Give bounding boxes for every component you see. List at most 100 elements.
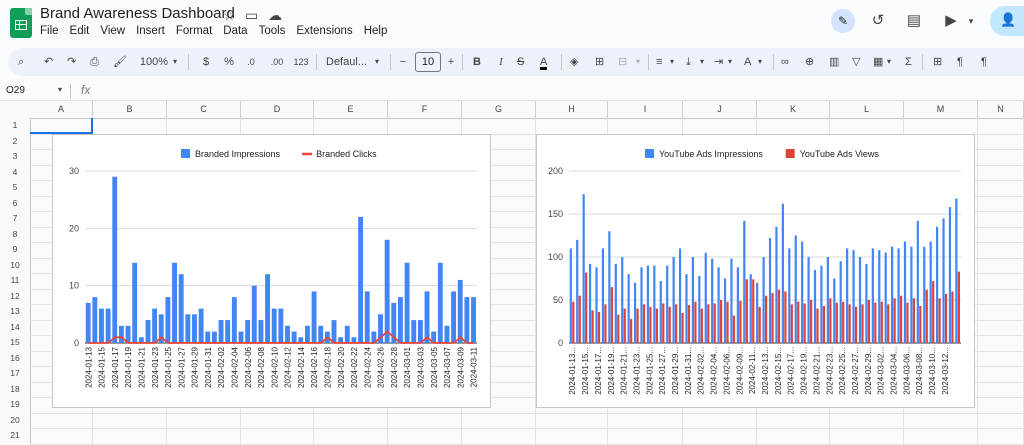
menu-help[interactable]: Help: [363, 25, 388, 37]
chevron-down-icon[interactable]: ▾: [58, 85, 63, 94]
cloud-status-icon[interactable]: ☁: [268, 7, 282, 23]
text-rotation-icon[interactable]: A: [744, 56, 752, 68]
legend-entry[interactable]: Branded Clicks: [302, 149, 377, 159]
selected-cell[interactable]: [30, 118, 93, 134]
merge-cells-icon[interactable]: ⊟: [618, 56, 628, 68]
column-header-f[interactable]: F: [388, 101, 462, 118]
strikethrough-icon[interactable]: S: [517, 56, 525, 68]
increase-decimal-button[interactable]: .00: [270, 57, 284, 67]
legend-entry[interactable]: Branded Impressions: [181, 149, 281, 159]
decrease-decimal-button[interactable]: .0: [247, 57, 255, 67]
legend-entry[interactable]: YouTube Ads Views: [785, 149, 880, 159]
column-header-b[interactable]: B: [93, 101, 167, 118]
functions-icon[interactable]: Σ: [905, 56, 912, 68]
italic-button[interactable]: I: [499, 56, 503, 68]
menu-data[interactable]: Data: [223, 25, 248, 37]
row-header-20[interactable]: 20: [10, 414, 20, 425]
youtube-chart[interactable]: YouTube Ads Impressions YouTube Ads Views…: [536, 134, 975, 408]
ltr-icon[interactable]: ¶: [957, 56, 963, 68]
menu-extensions[interactable]: Extensions: [296, 25, 353, 37]
redo-icon[interactable]: ↷: [67, 56, 77, 68]
vertical-align-icon[interactable]: ⤓: [686, 56, 691, 68]
font-select[interactable]: Defaul...: [326, 56, 367, 68]
row-header-19[interactable]: 19: [10, 399, 20, 409]
move-folder-icon[interactable]: ▭: [245, 7, 259, 23]
row-header-21[interactable]: 21: [10, 430, 20, 440]
menu-edit[interactable]: Edit: [69, 25, 90, 37]
name-box[interactable]: O29: [6, 85, 25, 96]
row-header-2[interactable]: 2: [12, 135, 18, 146]
menu-tools[interactable]: Tools: [258, 25, 286, 37]
chevron-down-icon[interactable]: ▾: [700, 57, 705, 66]
menu-view[interactable]: View: [100, 25, 126, 37]
row-header-12[interactable]: 12: [10, 290, 20, 301]
freeze-icon[interactable]: ⊞: [933, 56, 943, 68]
bold-button[interactable]: B: [473, 56, 481, 68]
fill-color-icon[interactable]: ◈: [570, 56, 579, 68]
row-header-4[interactable]: 4: [12, 166, 18, 177]
undo-icon[interactable]: ↶: [44, 56, 54, 68]
currency-format-button[interactable]: $: [202, 56, 210, 68]
column-header-d[interactable]: D: [241, 101, 314, 118]
filter-views-icon[interactable]: ▦: [873, 56, 884, 68]
paint-format-icon[interactable]: 🖌: [113, 56, 127, 68]
chevron-down-icon[interactable]: ▾: [636, 57, 641, 66]
column-header-k[interactable]: K: [757, 101, 830, 118]
row-header-8[interactable]: 8: [12, 228, 18, 239]
chevron-down-icon[interactable]: ▾: [887, 57, 892, 66]
column-header-a[interactable]: A: [30, 101, 93, 118]
sheets-logo[interactable]: [10, 8, 32, 38]
row-header-18[interactable]: 18: [10, 383, 20, 394]
column-header-i[interactable]: I: [608, 101, 683, 118]
font-size-increase-button[interactable]: +: [447, 56, 455, 68]
rtl-icon[interactable]: ¶: [981, 56, 987, 68]
percent-format-button[interactable]: %: [224, 56, 234, 68]
document-title[interactable]: Brand Awareness Dashboard: [40, 5, 235, 22]
meet-icon[interactable]: ▶: [945, 12, 957, 29]
row-header-6[interactable]: 6: [12, 197, 18, 208]
print-icon[interactable]: ⎙: [90, 56, 99, 68]
insert-comment-icon[interactable]: ⊕: [805, 56, 815, 68]
menu-format[interactable]: Format: [175, 25, 213, 37]
gemini-icon[interactable]: ✎: [831, 9, 855, 33]
row-header-17[interactable]: 17: [10, 368, 20, 378]
comments-icon[interactable]: ▤: [906, 12, 922, 29]
menu-insert[interactable]: Insert: [136, 25, 165, 37]
row-header-15[interactable]: 15: [10, 337, 20, 347]
row-header-7[interactable]: 7: [12, 213, 18, 223]
column-header-c[interactable]: C: [167, 101, 241, 118]
zoom-select[interactable]: 100%: [139, 56, 169, 68]
star-icon[interactable]: ☆: [223, 7, 236, 23]
row-header-10[interactable]: 10: [10, 259, 20, 270]
column-header-m[interactable]: M: [904, 101, 978, 118]
history-icon[interactable]: ↺: [871, 12, 885, 29]
more-formats-button[interactable]: 123: [293, 57, 309, 67]
insert-chart-icon[interactable]: ▥: [829, 56, 840, 68]
font-size-decrease-button[interactable]: −: [399, 56, 407, 68]
menu-file[interactable]: File: [40, 25, 59, 37]
chevron-down-icon[interactable]: ▾: [968, 16, 974, 26]
row-header-16[interactable]: 16: [10, 352, 20, 363]
column-header-j[interactable]: J: [683, 101, 757, 118]
column-header-e[interactable]: E: [314, 101, 388, 118]
row-header-14[interactable]: 14: [10, 321, 20, 332]
chevron-down-icon[interactable]: ▾: [173, 57, 178, 66]
legend-entry[interactable]: YouTube Ads Impressions: [645, 149, 763, 159]
chevron-down-icon[interactable]: ▾: [758, 57, 763, 66]
filter-icon[interactable]: ▽: [852, 56, 861, 68]
column-header-h[interactable]: H: [536, 101, 608, 118]
text-wrapping-icon[interactable]: ⇥: [714, 56, 724, 68]
share-button[interactable]: 👤: [990, 6, 1024, 36]
row-header-11[interactable]: 11: [10, 275, 20, 285]
row-header-3[interactable]: 3: [12, 151, 18, 161]
font-size-input[interactable]: 10: [415, 52, 441, 72]
horizontal-align-icon[interactable]: ≡: [656, 56, 663, 68]
chevron-down-icon[interactable]: ▾: [728, 57, 733, 66]
chevron-down-icon[interactable]: ▾: [670, 57, 675, 66]
row-header-5[interactable]: 5: [12, 182, 18, 192]
branded-chart[interactable]: Branded Impressions Branded Clicks 0 10 20 30…: [52, 134, 491, 408]
column-header-l[interactable]: L: [830, 101, 904, 118]
row-header-9[interactable]: 9: [12, 244, 18, 254]
column-header-g[interactable]: G: [462, 101, 536, 118]
borders-icon[interactable]: ⊞: [595, 56, 605, 68]
